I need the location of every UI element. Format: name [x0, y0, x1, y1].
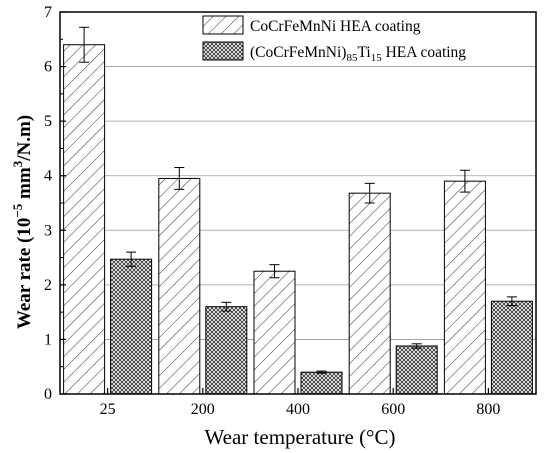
- x-axis-ticks: 25 200 400 600 800: [100, 388, 500, 418]
- y-tick-label: 1: [44, 331, 52, 348]
- y-axis-title: Wear rate (10−5 mm3/N.m): [10, 115, 35, 329]
- y-tick-label: 5: [44, 113, 52, 130]
- y-tick-label: 3: [44, 222, 52, 239]
- legend-label-part: (CoCrFeMnNi): [250, 44, 346, 61]
- y-tick-label: 4: [44, 168, 52, 185]
- legend-label-coating-2: (CoCrFeMnNi)85Ti15 HEA coating: [250, 44, 466, 64]
- bar-series-2: [205, 306, 248, 395]
- y-axis-title-exp2: 3: [10, 160, 25, 167]
- y-axis-ticks: 0 1 2 3 4 5 6 7: [44, 4, 66, 403]
- bars: [63, 44, 533, 395]
- x-tick-label: 200: [191, 401, 215, 418]
- x-axis-title: Wear temperature (°C): [205, 425, 396, 449]
- bar-series-2: [490, 300, 533, 395]
- bar-series-1: [63, 44, 106, 395]
- y-axis-title-main: Wear rate (10: [14, 218, 35, 330]
- x-tick-label: 800: [476, 401, 500, 418]
- bar-series-2: [395, 345, 438, 395]
- legend-label-part: HEA coating: [382, 44, 467, 61]
- legend-swatch-coating-2: [202, 41, 244, 61]
- y-axis-title-mid: mm: [14, 167, 35, 204]
- y-tick-label: 2: [44, 277, 52, 294]
- bar-series-2: [110, 258, 153, 395]
- y-axis-title-end: /N.m): [14, 115, 35, 162]
- legend-label-part: Ti: [357, 44, 371, 61]
- y-tick-label: 0: [44, 386, 52, 403]
- legend-label-coating-1: CoCrFeMnNi HEA coating: [250, 18, 421, 35]
- bar-series-1: [348, 192, 391, 395]
- error-bars: [79, 26, 517, 374]
- x-tick-label: 400: [286, 401, 310, 418]
- bar-series-1: [158, 177, 201, 395]
- bar-series-2: [300, 371, 343, 395]
- bar-series-1: [443, 180, 486, 395]
- legend-label-sub: 15: [371, 52, 383, 64]
- x-tick-label: 600: [381, 401, 405, 418]
- bar-series-1: [253, 270, 296, 395]
- y-axis-title-exp1: −5: [10, 203, 25, 217]
- legend: CoCrFeMnNi HEA coating (CoCrFeMnNi)85Ti1…: [202, 15, 466, 64]
- y-tick-label: 6: [44, 59, 52, 76]
- legend-swatch-coating-1: [202, 15, 244, 35]
- x-tick-label: 25: [100, 401, 116, 418]
- legend-label-sub: 85: [346, 52, 358, 64]
- y-tick-label: 7: [44, 4, 52, 21]
